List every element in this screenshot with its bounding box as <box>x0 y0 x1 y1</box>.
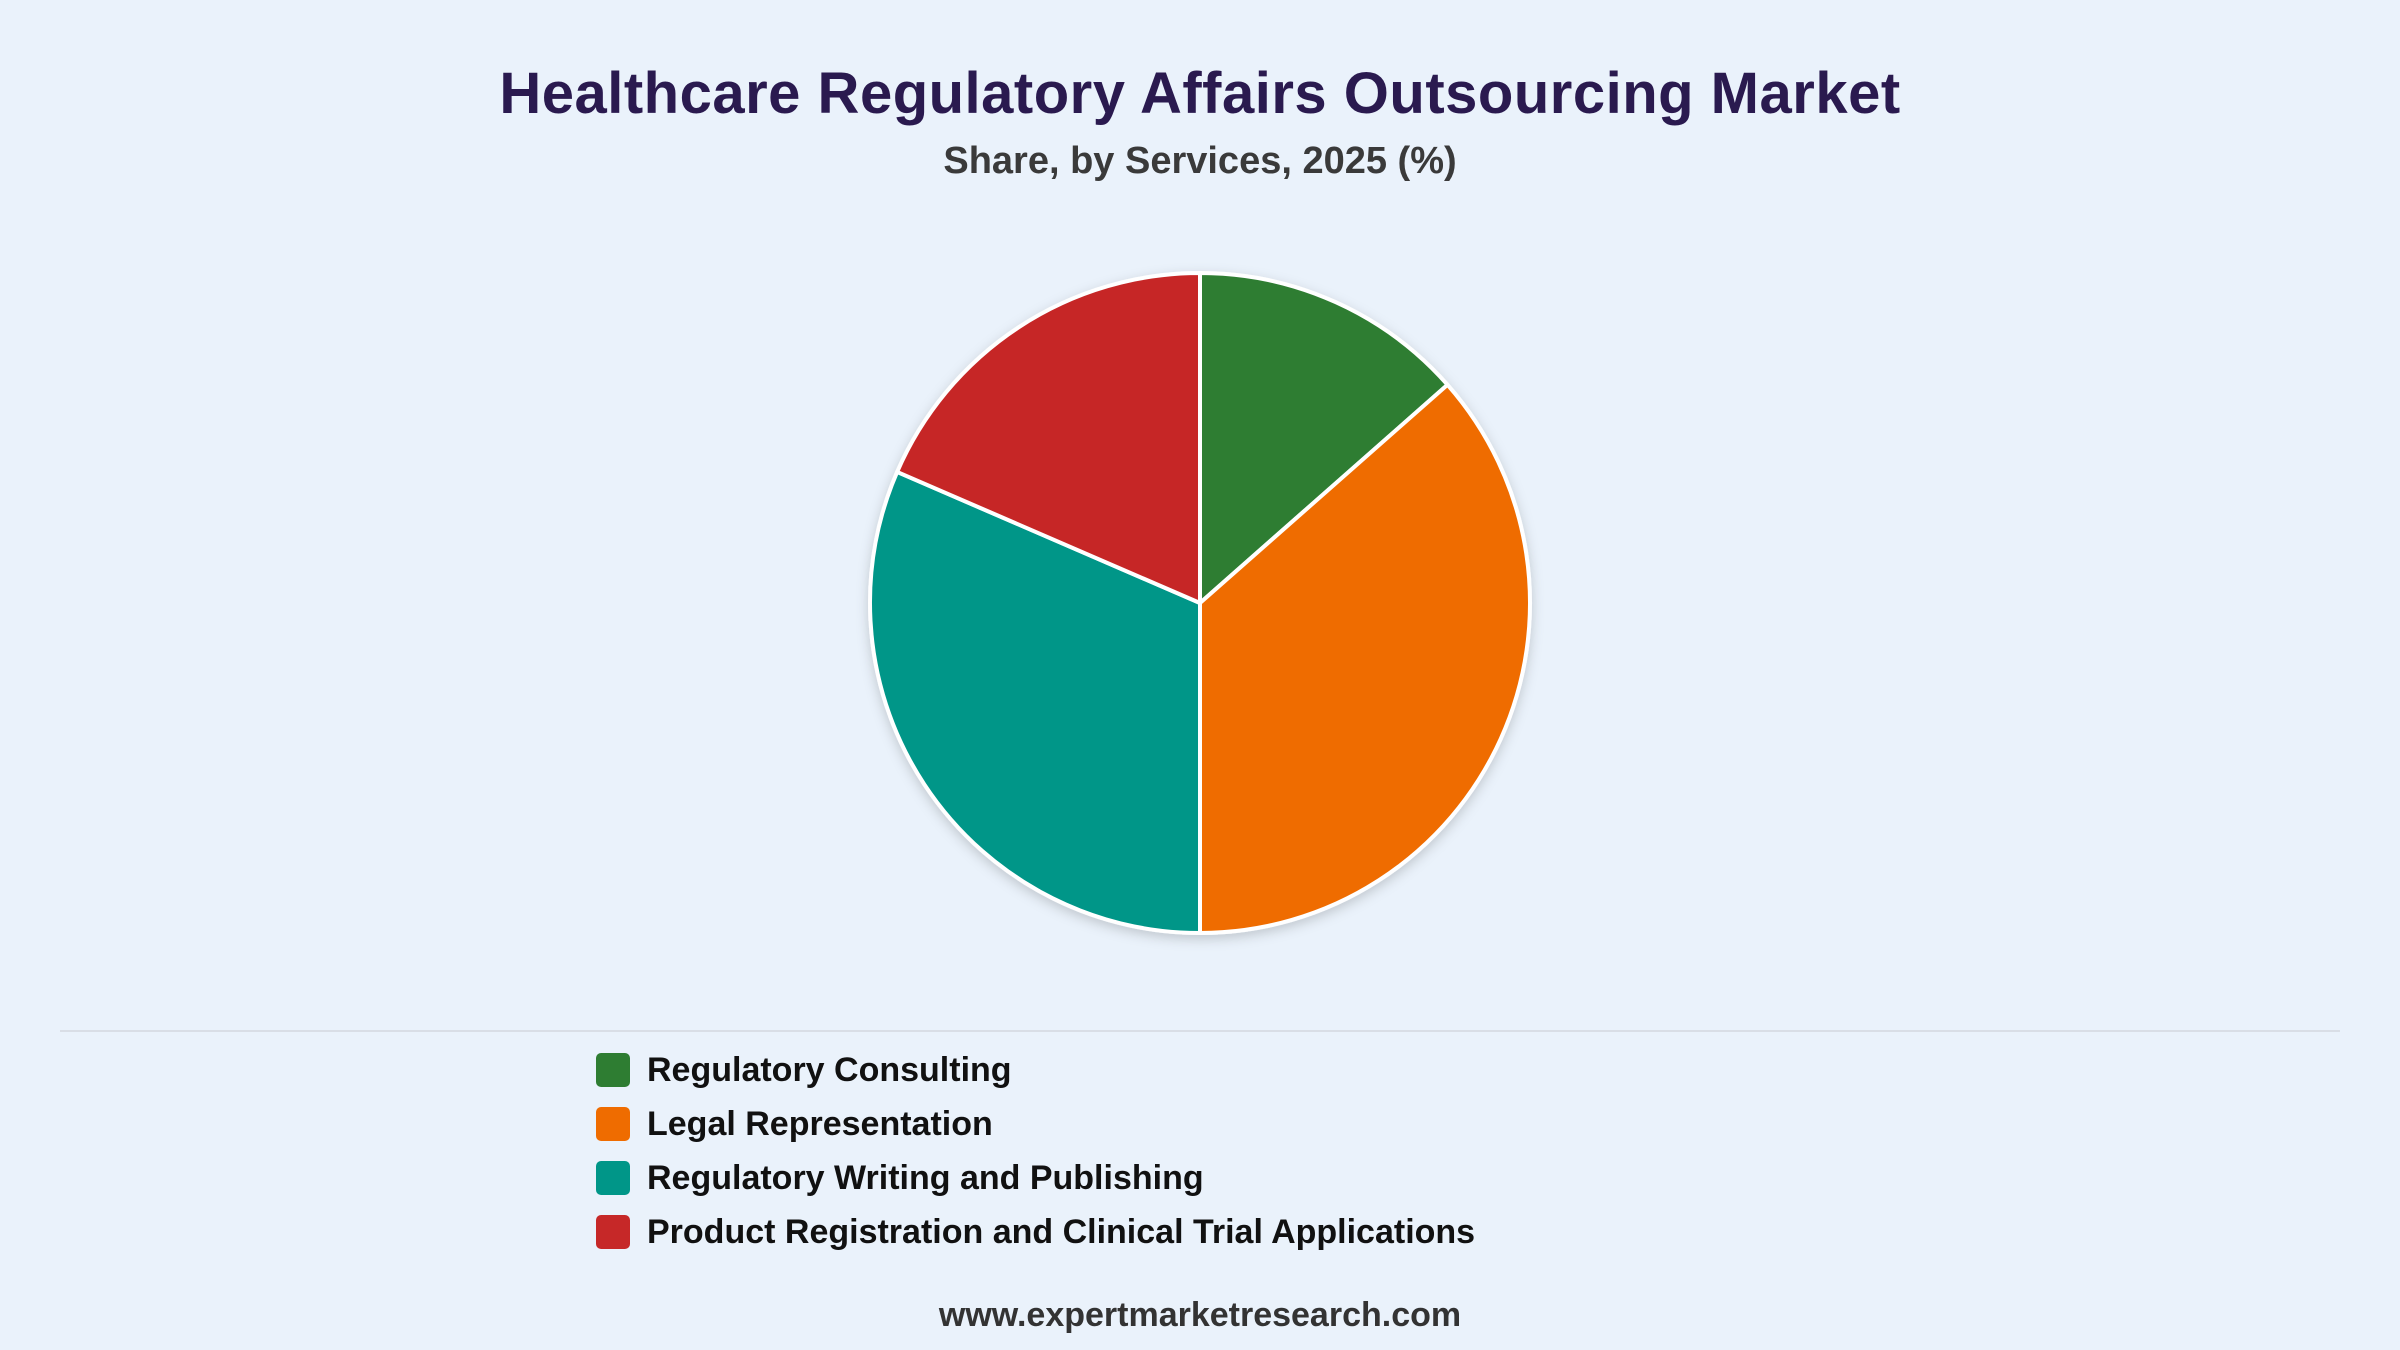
pie-slice-product-registration-and-clinical-trial-applications <box>895 271 1202 605</box>
legend-item: Regulatory Consulting <box>596 1043 1475 1097</box>
pie-slice-legal-representation <box>1198 382 1532 935</box>
footer-url: www.expertmarketresearch.com <box>938 1296 1462 1334</box>
legend-label: Regulatory Writing and Publishing <box>647 1158 1204 1197</box>
chart-title: Healthcare Regulatory Affairs Outsourcin… <box>499 61 1901 126</box>
pie-slice-regulatory-consulting <box>1198 271 1450 605</box>
legend-swatch <box>596 1053 630 1087</box>
legend-swatch <box>596 1107 630 1141</box>
legend-swatch <box>596 1215 630 1249</box>
legend-label: Legal Representation <box>647 1104 993 1143</box>
pie-slices <box>868 271 1532 935</box>
legend-item: Legal Representation <box>596 1097 1475 1151</box>
legend-divider <box>60 1030 2340 1032</box>
legend-item: Product Registration and Clinical Trial … <box>596 1205 1475 1259</box>
legend-item: Regulatory Writing and Publishing <box>596 1151 1475 1205</box>
legend-label: Product Registration and Clinical Trial … <box>647 1212 1476 1251</box>
pie-slice-regulatory-writing-and-publishing <box>868 469 1202 935</box>
chart-subtitle: Share, by Services, 2025 (%) <box>943 140 1457 182</box>
legend-label: Regulatory Consulting <box>647 1050 1012 1089</box>
legend-swatch <box>596 1161 630 1195</box>
legend: Regulatory Consulting Legal Representatio… <box>596 1043 1475 1259</box>
